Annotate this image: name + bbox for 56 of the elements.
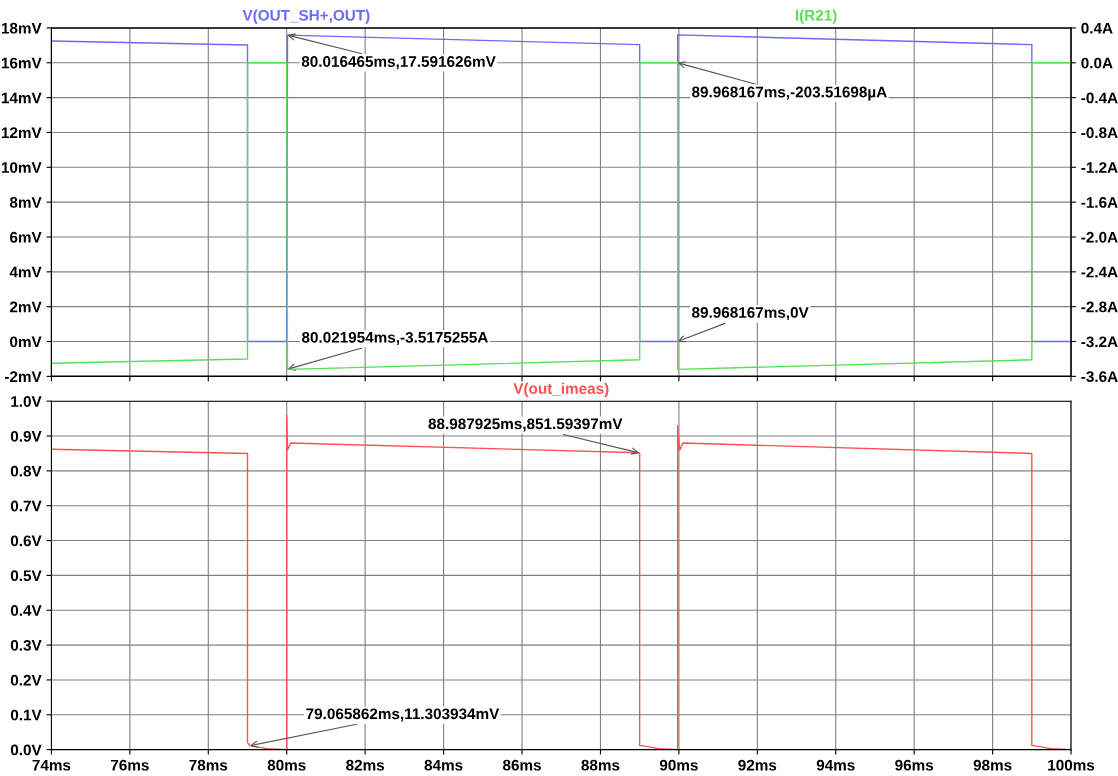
annotation: 88.987925ms,851.59397mV — [428, 418, 623, 432]
y-tick-label: 8mV — [9, 197, 42, 208]
y-tick-label: 16mV — [1, 57, 42, 69]
x-tick-label: 84ms — [424, 759, 463, 771]
y-tick-label: 0.8V — [10, 465, 42, 477]
annotation: 79.065862ms,11.303934mV — [306, 708, 500, 722]
y-tick-label: 18mV — [1, 22, 42, 34]
annotation: 89.968167ms,0V — [692, 307, 809, 321]
x-tick-label: 76ms — [110, 759, 149, 771]
y-tick-label: 0mV — [10, 336, 42, 348]
y2-tick-label: -3.6A — [1081, 371, 1118, 383]
y2-tick-label: -1.6A — [1081, 197, 1118, 208]
y-tick-label: 0.2V — [10, 674, 42, 686]
x-tick-label: 88ms — [581, 759, 620, 771]
y-tick-label: 10mV — [1, 162, 42, 173]
y-tick-label: 0.9V — [10, 430, 42, 442]
y-tick-label: 0.5V — [10, 570, 42, 582]
x-tick-label: 86ms — [502, 759, 541, 771]
x-tick-label: 78ms — [189, 759, 228, 771]
y2-tick-label: -1.2A — [1081, 162, 1118, 173]
x-tick-label: 100ms — [1048, 759, 1095, 771]
x-tick-label: 80ms — [267, 759, 306, 771]
text: I(R21) — [795, 9, 837, 24]
y-tick-label: 0.3V — [10, 639, 42, 651]
y-tick-label: 0.6V — [10, 535, 42, 547]
y2-tick-label: 0.0A — [1081, 57, 1113, 69]
x-tick-label: 92ms — [738, 759, 777, 771]
y-tick-label: 0.4V — [10, 605, 42, 616]
y-tick-label: 0.0V — [10, 744, 42, 756]
y2-tick-label: -2.4A — [1081, 266, 1118, 278]
y2-tick-label: -0.4A — [1081, 92, 1118, 104]
y2-tick-label: -2.0A — [1081, 231, 1118, 243]
x-tick-label: 96ms — [895, 759, 934, 771]
y2-tick-label: -0.8A — [1081, 127, 1118, 139]
y-tick-label: 1.0V — [11, 396, 42, 407]
y2-tick-label: 0.4A — [1081, 22, 1113, 34]
y2-tick-label: -3.2A — [1081, 336, 1118, 348]
y-tick-label: -2mV — [4, 371, 42, 382]
y-tick-label: 12mV — [1, 127, 42, 138]
y2-tick-label: -2.8A — [1081, 301, 1118, 313]
y-tick-label: 0.7V — [10, 500, 42, 512]
y-tick-label: 2mV — [9, 301, 42, 313]
y-tick-label: 0.1V — [10, 709, 42, 721]
x-tick-label: 82ms — [346, 759, 385, 771]
annotation: 80.021954ms,-3.5175255A — [301, 331, 488, 345]
annotation: 89.968167ms,-203.51698µA — [692, 86, 887, 101]
x-tick-label: 98ms — [973, 759, 1012, 771]
series-label: V(OUT_SH+,OUT) — [242, 9, 370, 24]
y-tick-label: 14mV — [1, 92, 42, 104]
text: V(out_imeas) — [513, 382, 609, 398]
x-tick-label: 94ms — [816, 759, 855, 771]
y-tick-label: 4mV — [9, 266, 42, 278]
x-tick-label: 74ms — [32, 759, 71, 771]
annotation: 80.016465ms,17.591626mV — [301, 56, 496, 70]
y-tick-label: 6mV — [9, 231, 42, 243]
x-tick-label: 90ms — [659, 759, 698, 771]
